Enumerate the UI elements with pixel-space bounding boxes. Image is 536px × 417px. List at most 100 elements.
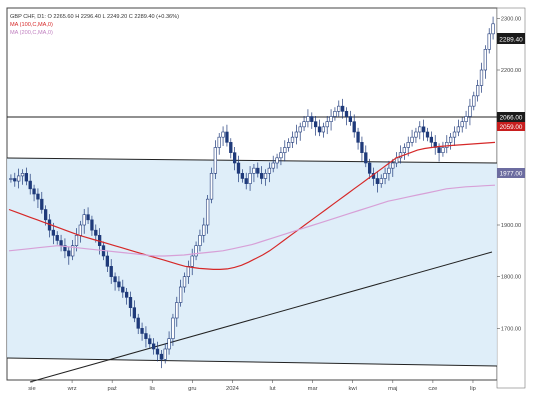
- candle-body: [421, 126, 426, 133]
- candle-body: [317, 126, 322, 133]
- y-tick-label: 1700.00: [501, 326, 521, 332]
- candles: [9, 16, 495, 369]
- candle-body: [159, 353, 164, 360]
- channel-bottom-line: [6, 357, 498, 367]
- candle-body: [460, 121, 464, 128]
- channel-fill: [7, 158, 497, 366]
- x-tick-label: 2024: [226, 386, 240, 392]
- ma200-tag: 1977.00: [497, 168, 525, 178]
- candle-body: [283, 147, 287, 153]
- candle-body: [306, 116, 310, 122]
- candle-body: [74, 235, 79, 246]
- candle-body: [202, 224, 206, 236]
- last-price-label: 2289.40: [499, 37, 523, 44]
- candle-body: [121, 286, 125, 293]
- candle-body: [40, 198, 44, 210]
- x-tick-label: gru: [188, 386, 196, 392]
- candle-body: [221, 131, 225, 138]
- candle-body: [236, 162, 241, 174]
- candle-body: [105, 255, 110, 267]
- candle-body: [36, 193, 40, 200]
- legend-line-2: MA (100,C,MA,0): [10, 22, 53, 28]
- candle-body: [175, 302, 179, 319]
- candle-body: [352, 121, 356, 133]
- candle-body: [28, 180, 32, 190]
- candle-body: [70, 245, 75, 257]
- candle-body: [144, 333, 148, 339]
- x-tick-label: kwi: [349, 386, 357, 392]
- candle-body: [148, 338, 152, 345]
- candle-body: [244, 178, 248, 184]
- candle-body: [344, 111, 349, 117]
- candle-body: [375, 178, 380, 184]
- candle-body: [391, 162, 395, 169]
- candle-body: [9, 178, 13, 180]
- candle-body: [479, 69, 484, 86]
- last-price-tag: 2289.40: [497, 33, 525, 44]
- candle-body: [155, 348, 160, 355]
- candle-body: [205, 198, 210, 226]
- candle-body: [379, 178, 383, 184]
- candle-body: [487, 33, 491, 50]
- candle-body: [94, 229, 98, 236]
- ma200-tag-label: 1977.00: [500, 171, 523, 178]
- ma100-tag: 2059.00: [497, 122, 525, 131]
- ma100-tag-label: 2059.00: [500, 124, 523, 131]
- candle-body: [437, 147, 441, 153]
- candle-body: [132, 307, 137, 319]
- candle-body: [194, 245, 198, 257]
- candle-body: [286, 142, 291, 148]
- candle-body: [209, 173, 214, 200]
- candle-body: [491, 23, 495, 35]
- candle-body: [325, 121, 329, 128]
- candle-body: [271, 162, 275, 169]
- candle-body: [151, 343, 156, 350]
- candle-body: [113, 276, 117, 283]
- candle-body: [259, 173, 264, 179]
- candle-body: [124, 291, 129, 298]
- candle-body: [414, 131, 418, 138]
- candle-body: [452, 131, 457, 138]
- ma100-line: [8, 141, 496, 270]
- candle-body: [464, 116, 468, 122]
- y-tick-label: 2200.00: [501, 68, 521, 74]
- candle-body: [78, 224, 83, 236]
- candle-body: [279, 152, 283, 159]
- candle-body: [418, 126, 422, 133]
- price-line-tag-1: 2066.00: [497, 112, 525, 122]
- candle-body: [59, 240, 63, 246]
- candle-body: [313, 121, 318, 128]
- candle-body: [360, 142, 364, 153]
- candle-body: [136, 317, 140, 329]
- candle-body: [198, 235, 202, 246]
- candle-body: [448, 136, 453, 143]
- price-line-label-1: 2066.00: [500, 115, 523, 122]
- candle-body: [13, 178, 17, 182]
- candle-body: [410, 136, 414, 143]
- x-tick-label: lut: [269, 386, 276, 392]
- candle-body: [232, 152, 237, 164]
- candle-body: [483, 49, 488, 71]
- candle-body: [310, 116, 314, 122]
- candle-body: [186, 266, 191, 277]
- candle-body: [190, 255, 194, 267]
- candle-body: [86, 214, 90, 221]
- candle-body: [82, 214, 86, 226]
- axis-area: [496, 7, 526, 389]
- ma200-line: [8, 184, 496, 257]
- candle-body: [337, 105, 341, 112]
- candle-body: [55, 235, 59, 241]
- candle-body: [163, 348, 167, 360]
- x-tick-label: lis: [150, 386, 156, 392]
- candle-body: [275, 157, 279, 164]
- candle-body: [43, 209, 48, 221]
- candle-body: [356, 131, 360, 143]
- candle-body: [248, 173, 252, 184]
- candle-body: [321, 126, 326, 133]
- candle-body: [364, 152, 368, 164]
- candle-body: [140, 328, 144, 334]
- trendline: [29, 251, 493, 383]
- candle-body: [340, 105, 345, 112]
